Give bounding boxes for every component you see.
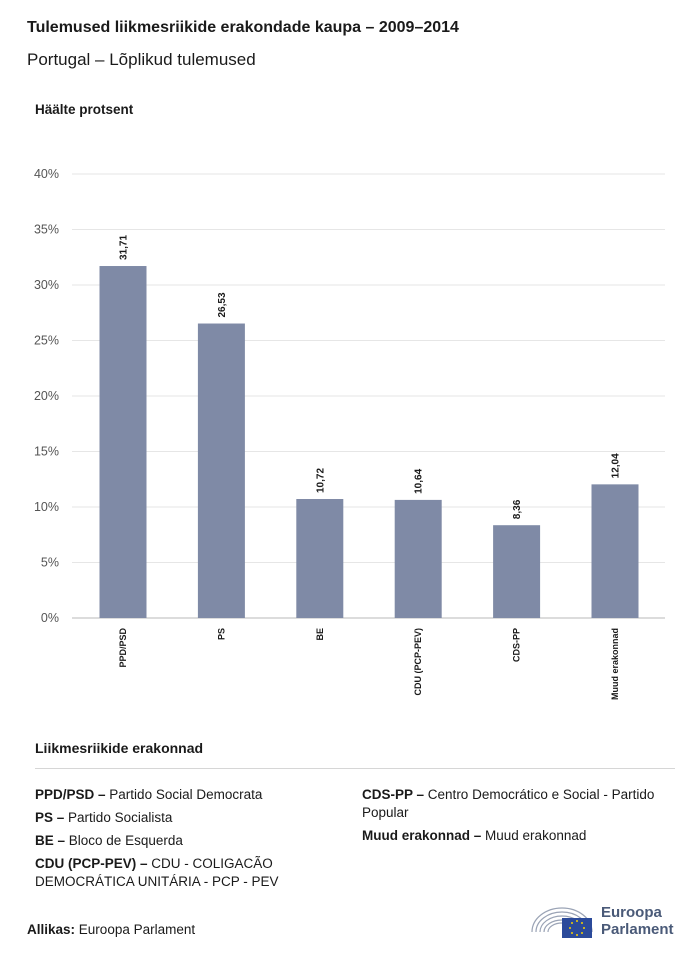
bar-value-label: 31,71: [119, 235, 130, 260]
y-tick-label: 20%: [34, 389, 59, 403]
legend-column-left: PPD/PSD – Partido Social Democrata PS – …: [35, 786, 335, 896]
y-tick-label: 0%: [41, 611, 59, 625]
y-tick-label: 30%: [34, 278, 59, 292]
bar: [296, 499, 344, 618]
legend-divider: [35, 768, 675, 769]
source-note: Allikas: Euroopa Parlament: [27, 922, 196, 937]
chart-title: Tulemused liikmesriikide erakondade kaup…: [27, 19, 459, 36]
x-tick-label: CDS-PP: [512, 628, 522, 662]
legend-item: PPD/PSD – Partido Social Democrata: [35, 787, 263, 802]
legend-item: CDU (PCP-PEV) – CDU - COLIGACÃO DEMOCRÁT…: [35, 856, 279, 889]
x-tick-label: PS: [216, 628, 226, 640]
legend-title: Liikmesriikide erakonnad: [35, 740, 204, 756]
bar-value-label: 26,53: [217, 292, 228, 317]
legend-item: PS – Partido Socialista: [35, 810, 173, 825]
bar: [197, 323, 245, 618]
bar-value-label: 8,36: [512, 499, 523, 519]
bar-chart: 0% 5% 10% 15% 20% 25% 30% 35% 40% 31,71 PPD/PSD 26,…: [34, 167, 665, 700]
bar-value-label: 12,04: [611, 453, 622, 478]
bar: [591, 484, 639, 618]
x-tick-label: CDU (PCP-PEV): [413, 628, 423, 696]
legend-item: CDS-PP – Centro Democrático e Social - P…: [362, 787, 655, 820]
y-tick-label: 25%: [34, 334, 59, 348]
bar: [394, 499, 442, 618]
y-tick-label: 5%: [41, 556, 59, 570]
y-tick-label: 10%: [34, 500, 59, 514]
european-parliament-logo: Euroopa Parlament: [528, 900, 678, 940]
legend-item: BE – Bloco de Esquerda: [35, 833, 183, 848]
y-tick-label: 15%: [34, 445, 59, 459]
x-tick-label: PPD/PSD: [118, 628, 128, 668]
bar-value-label: 10,72: [315, 468, 326, 493]
parliament-hemicycle-icon: [531, 907, 593, 938]
y-tick-label: 35%: [34, 223, 59, 237]
logo-wordmark: Euroopa Parlament: [601, 904, 674, 938]
x-tick-label: Muud erakonnad: [610, 628, 620, 700]
bar: [493, 525, 541, 618]
legend-column-right: CDS-PP – Centro Democrático e Social - P…: [362, 786, 672, 850]
y-tick-label: 40%: [34, 167, 59, 181]
y-axis-label: Häälte protsent: [35, 102, 134, 117]
bar: [99, 266, 147, 618]
x-tick-label: BE: [315, 628, 325, 641]
legend-item: Muud erakonnad – Muud erakonnad: [362, 828, 587, 843]
bar-value-label: 10,64: [414, 468, 425, 493]
chart-subtitle: Portugal – Lõplikud tulemused: [27, 50, 256, 69]
